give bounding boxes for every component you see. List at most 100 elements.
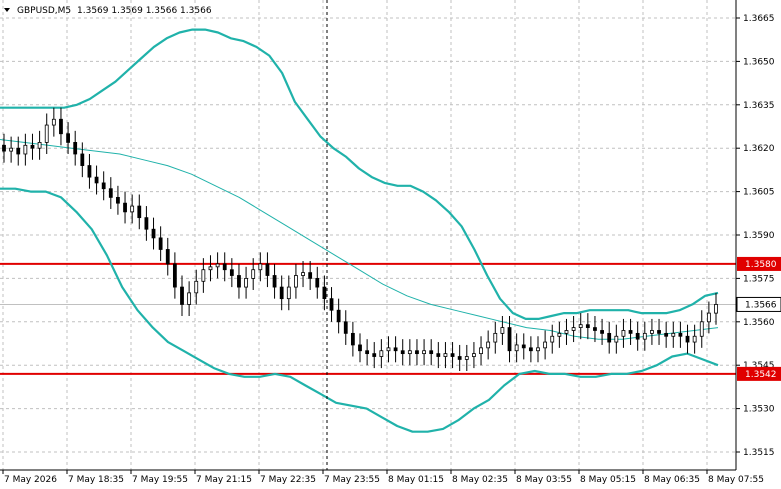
candle [44, 113, 49, 154]
bb-middle-line [0, 139, 719, 340]
y-tick-label: 1.3620 [743, 144, 775, 154]
candle [614, 324, 619, 354]
candle [536, 336, 540, 363]
current-price-label: 1.3566 [745, 300, 777, 310]
candle [158, 226, 163, 262]
candle [350, 321, 355, 357]
candle [600, 318, 604, 345]
candle [329, 287, 334, 322]
y-tick-label: 1.3635 [743, 101, 775, 111]
x-tick-label: 8 May 05:15 [580, 475, 636, 485]
candle [486, 330, 491, 360]
candle [16, 136, 21, 166]
candle [500, 316, 505, 345]
candle [294, 263, 298, 299]
candle [671, 321, 676, 348]
candle [528, 336, 533, 363]
candle [521, 333, 526, 360]
chart-header: GBPUSD,M5 1.3569 1.3569 1.3566 1.3566 [4, 6, 212, 16]
current-price-box [736, 296, 781, 312]
candle [215, 252, 220, 279]
candle [208, 255, 213, 282]
candle [9, 136, 14, 163]
candle [514, 333, 519, 363]
candle [607, 321, 612, 354]
candle [172, 252, 177, 299]
candle [87, 153, 92, 189]
candle [692, 324, 697, 354]
candle [365, 339, 370, 366]
candle [429, 339, 434, 366]
level-price-label: 1.3580 [745, 260, 777, 270]
candle [101, 171, 106, 201]
candle [543, 330, 548, 360]
price-labels: 1.3580 1.3542 1.3566 [736, 256, 781, 381]
candle [621, 318, 626, 348]
candle [678, 321, 683, 348]
candle [578, 313, 583, 340]
bb-lower-line [0, 187, 719, 433]
candle [165, 237, 170, 276]
candle [30, 133, 35, 160]
candle [222, 252, 227, 282]
price-axis: 1.3665 1.3650 1.3635 1.3620 1.3605 1.3590 1.35… [736, 14, 775, 458]
level-price-box [737, 256, 781, 271]
symbol-label: GBPUSD,M5 [17, 6, 71, 16]
candle [286, 275, 291, 311]
candle [258, 252, 263, 282]
candles [2, 107, 718, 371]
candle [137, 194, 142, 230]
candle [272, 263, 277, 299]
candle [372, 342, 377, 369]
candle [642, 321, 647, 351]
candle [194, 269, 199, 305]
candle [279, 275, 284, 311]
candle [336, 298, 341, 334]
candle [244, 266, 248, 299]
candle [379, 339, 384, 369]
candle [422, 339, 426, 366]
y-tick-label: 1.3590 [743, 231, 775, 241]
candle [464, 344, 469, 371]
candle [2, 133, 6, 163]
candle [358, 333, 362, 363]
candle [457, 344, 462, 371]
dropdown-triangle-icon[interactable] [4, 8, 10, 12]
candle [73, 130, 78, 166]
y-tick-label: 1.3665 [743, 14, 775, 24]
time-axis: 7 May 2026 7 May 18:35 7 May 19:55 7 May 21… [2, 470, 764, 485]
x-tick-label: 7 May 21:15 [196, 475, 252, 485]
candle [308, 261, 313, 290]
candle [343, 310, 348, 345]
candle [557, 321, 562, 348]
x-tick-label: 7 May 18:35 [68, 475, 124, 485]
candle [315, 266, 320, 299]
candle [400, 339, 405, 366]
candle [685, 324, 690, 354]
candle [130, 194, 135, 224]
candle [229, 258, 234, 288]
y-tick-label: 1.3605 [743, 188, 775, 198]
candle [144, 206, 149, 241]
x-tick-label: 8 May 01:15 [388, 475, 444, 485]
y-tick-label: 1.3530 [743, 405, 775, 415]
candle [436, 342, 441, 369]
x-tick-label: 8 May 07:55 [708, 475, 764, 485]
candle [94, 165, 99, 195]
candle [550, 324, 555, 354]
candle [59, 107, 63, 146]
ohlc-values: 1.3569 1.3569 1.3566 1.3566 [77, 6, 212, 16]
candle [301, 261, 305, 288]
candle [51, 107, 56, 137]
candle [265, 252, 270, 288]
candle [108, 177, 113, 209]
y-tick-label: 1.3545 [743, 361, 775, 371]
level-price-box [737, 366, 781, 381]
candle [650, 318, 654, 345]
candle [479, 336, 483, 366]
candle [116, 185, 120, 215]
candle [635, 321, 640, 351]
candle [664, 321, 669, 348]
